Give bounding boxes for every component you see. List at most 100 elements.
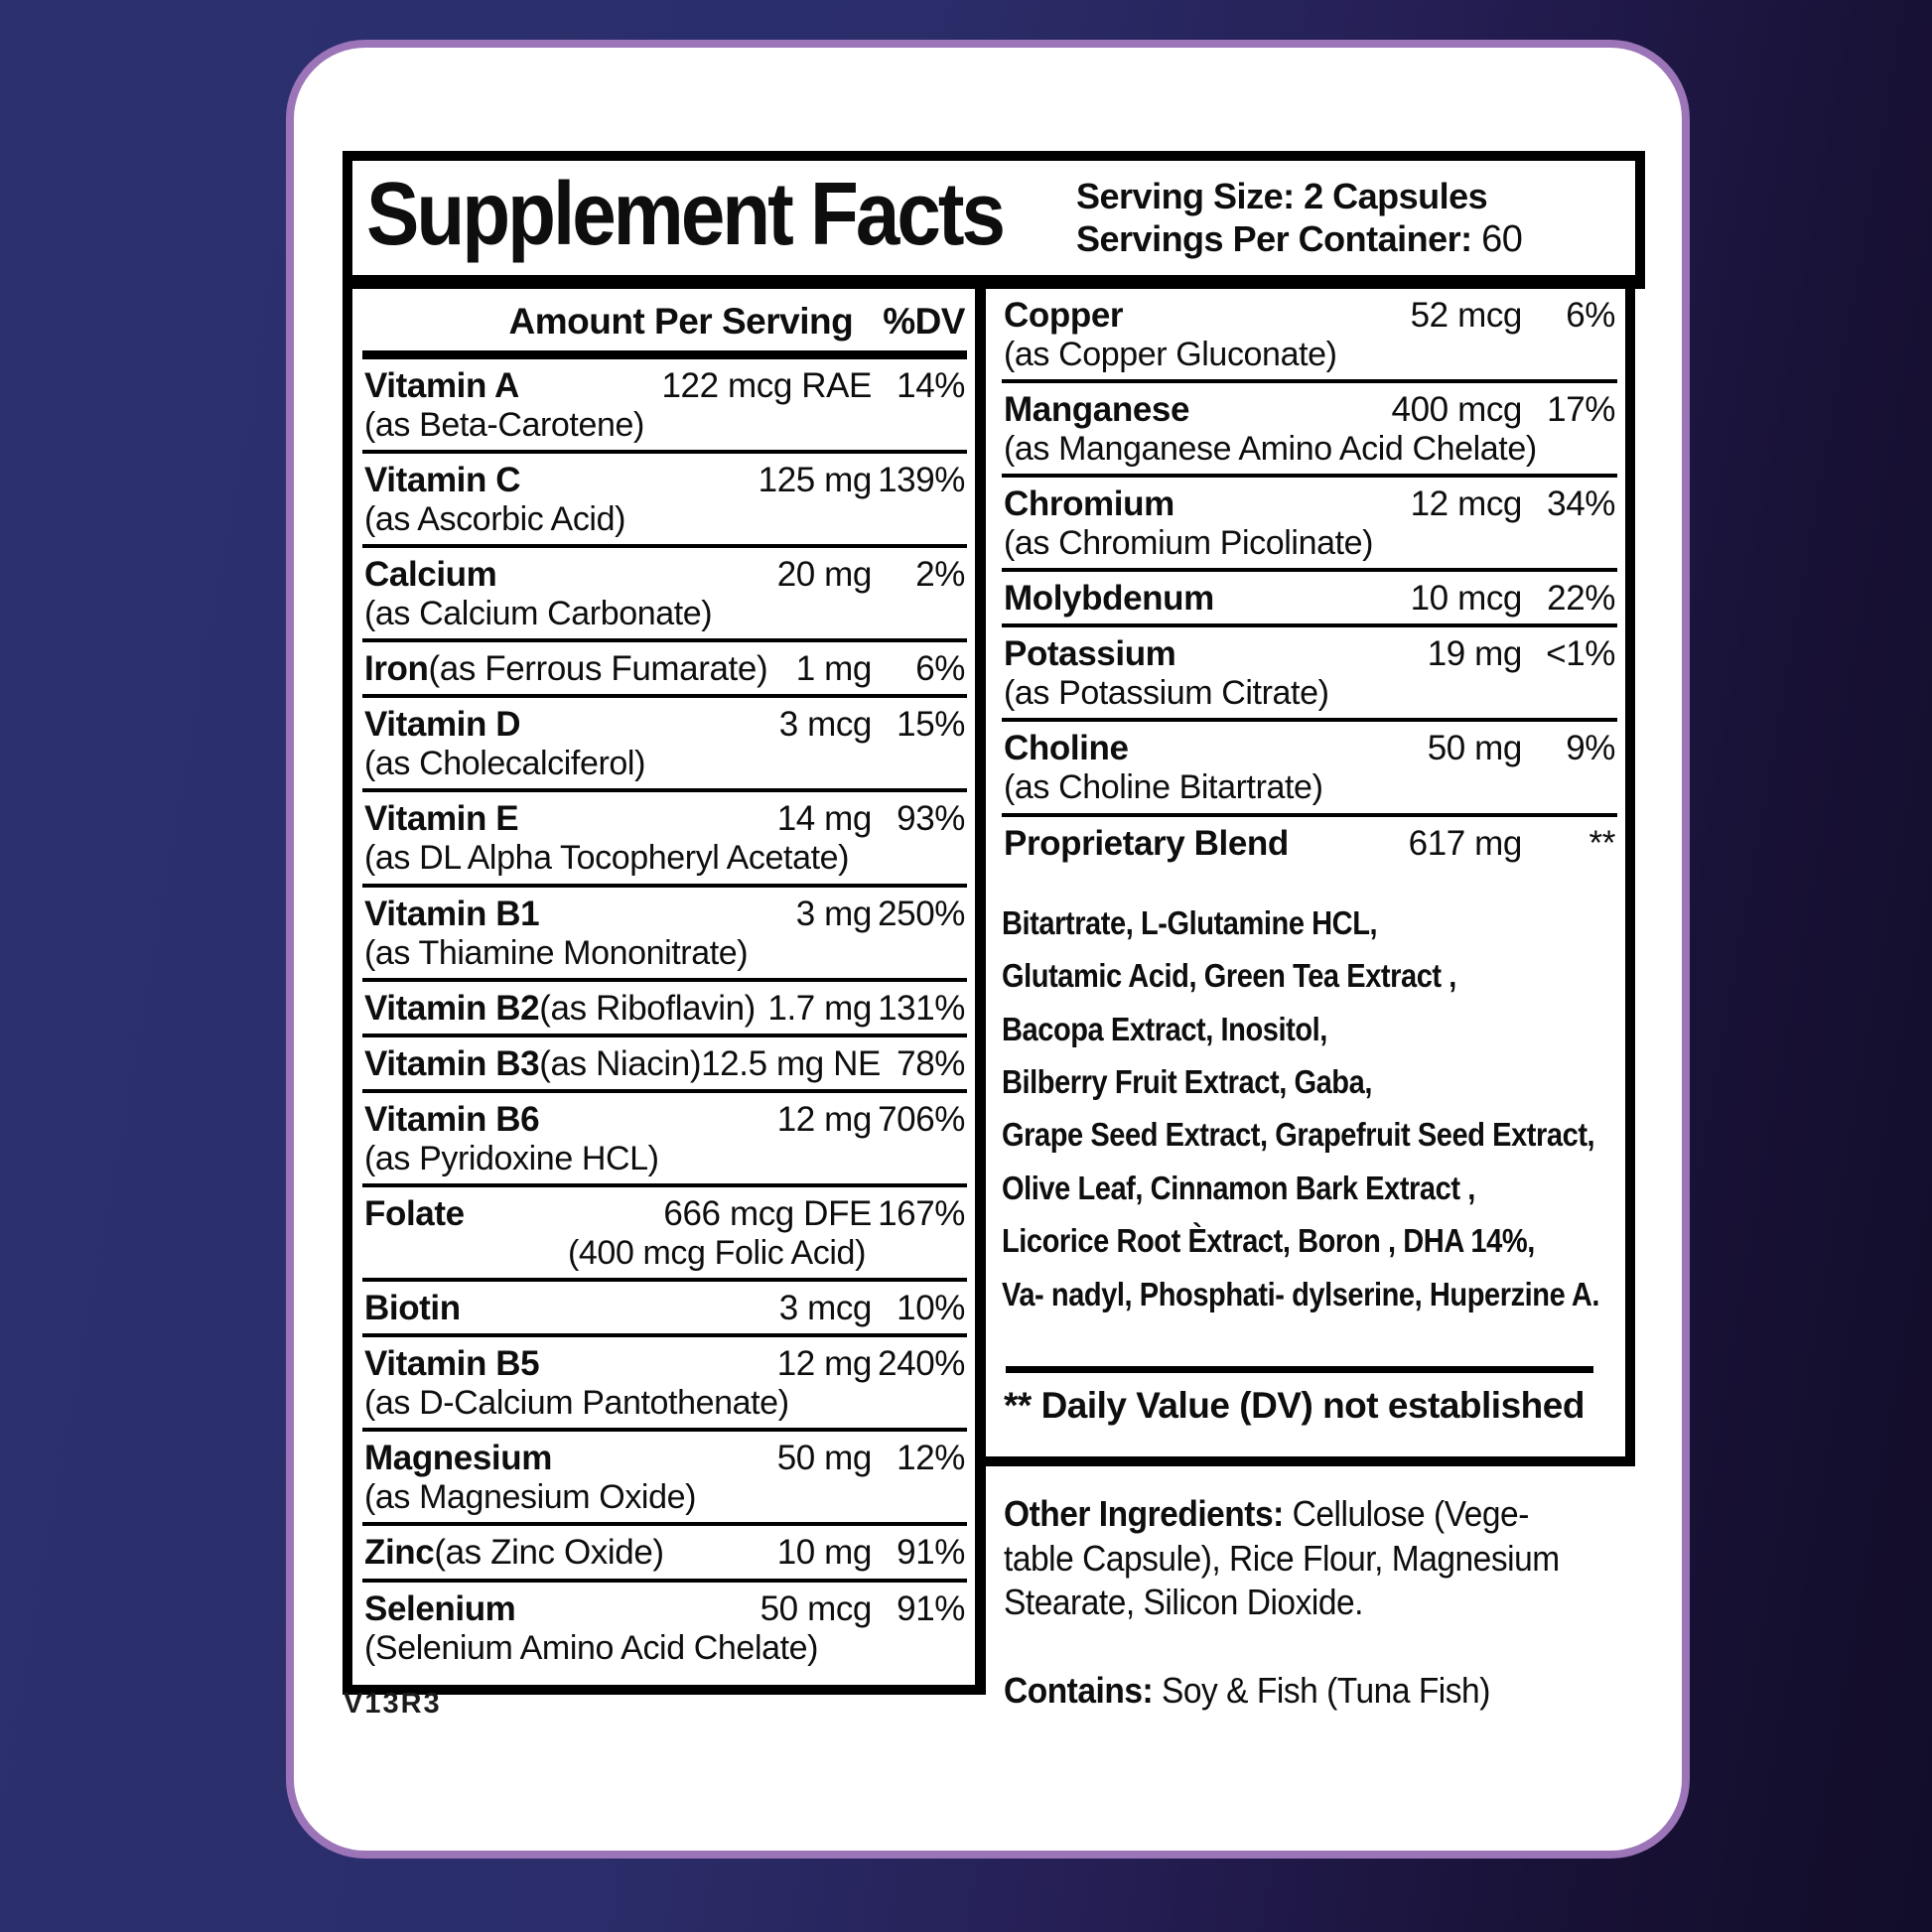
blend-ingredient-line: Bacopa Extract, Inositol,	[1002, 1010, 1327, 1047]
nutrient-row: Potassium 19 mg <1% (as Potassium Citrate)	[1002, 623, 1617, 718]
nutrient-dv: 93%	[897, 799, 965, 839]
nutrient-amount: 1.7 mg	[767, 988, 872, 1028]
nutrient-dv: 91%	[897, 1588, 965, 1628]
nutrient-row: Vitamin B2 (as Riboflavin) 1.7 mg 131%	[362, 977, 967, 1034]
divider-rule	[1006, 1366, 1593, 1374]
nutrient-source: (as Calcium Carbonate)	[364, 595, 713, 633]
nutrient-amount: 52 mcg	[1410, 295, 1523, 335]
nutrient-row: Vitamin B3 (as Niacin) 12.5 mg NE 78%	[362, 1033, 967, 1089]
column-header: Amount Per Serving %DV	[362, 289, 967, 359]
nutrient-name-suffix: (as Zinc Oxide)	[434, 1533, 664, 1573]
nutrient-dv: 91%	[897, 1533, 965, 1573]
proprietary-blend-ingredients: Bitartrate, L-Glutamine HCL, Glutamic Aci…	[1002, 897, 1617, 1321]
nutrient-dv: 139%	[878, 460, 965, 499]
other-ingredients-line: Other Ingredients: Cellulose (Vege-	[1004, 1493, 1529, 1535]
serving-info: Serving Size: 2 Capsules Servings Per Co…	[1076, 175, 1617, 263]
nutrient-dv: 131%	[878, 988, 965, 1028]
nutrient-amount: 10 mcg	[1410, 579, 1523, 619]
nutrient-source: (as DL Alpha Tocopheryl Acetate)	[364, 839, 850, 878]
nutrient-rows-left: Vitamin A 122 mcg RAE 14% (as Beta-Carotene…	[362, 359, 967, 1673]
other-ingredients: Other Ingredients: Cellulose (Vege- tabl…	[1004, 1492, 1631, 1625]
nutrient-row: Vitamin E 14 mg 93% (as DL Alpha Tocopheryl…	[362, 788, 967, 883]
nutrient-dv: 6%	[915, 649, 965, 689]
nutrient-amount: 617 mg	[1408, 823, 1523, 863]
nutrient-row: Manganese 400 mcg 17% (as Manganese Amino A…	[1002, 378, 1617, 474]
nutrient-name: Choline	[1004, 729, 1129, 768]
nutrient-source: (as Manganese Amino Acid Chelate)	[1004, 430, 1537, 468]
nutrient-name: Manganese	[1004, 389, 1190, 429]
nutrient-amount: 50 mcg	[759, 1588, 873, 1628]
blend-ingredient-line: Va- nadyl, Phosphati- dylserine, Huperzi…	[1002, 1275, 1600, 1312]
nutrient-dv: 250%	[878, 894, 965, 933]
nutrient-row: Selenium 50 mcg 91% (Selenium Amino Acid Ch…	[362, 1578, 967, 1673]
nutrient-name-suffix: (as Niacin)	[539, 1043, 702, 1083]
nutrient-amount: 3 mcg	[778, 705, 873, 745]
nutrient-amount: 12 mcg	[1410, 484, 1523, 524]
nutrient-dv: 17%	[1547, 389, 1615, 429]
nutrient-name: Vitamin B5	[364, 1344, 540, 1384]
nutrient-amount: 12 mg	[776, 1344, 873, 1384]
nutrient-amount: 12.5 mg NE	[701, 1043, 881, 1083]
nutrient-amount: 400 mcg	[1391, 389, 1523, 429]
nutrient-row: Copper 52 mcg 6% (as Copper Gluconate)	[1002, 289, 1617, 379]
nutrient-row: Zinc (as Zinc Oxide) 10 mg 91%	[362, 1522, 967, 1578]
nutrient-dv: 22%	[1547, 579, 1615, 619]
nutrient-dv: 12%	[897, 1439, 965, 1478]
nutrient-name: Potassium	[1004, 634, 1176, 674]
nutrient-source: (Selenium Amino Acid Chelate)	[364, 1628, 819, 1667]
nutrient-dv: 10%	[897, 1289, 965, 1328]
nutrient-source: (400 mcg Folic Acid)	[568, 1234, 866, 1273]
nutrient-dv: 9%	[1566, 729, 1615, 768]
facts-body: Amount Per Serving %DV Vitamin A 122 mcg …	[343, 288, 1645, 1714]
nutrient-dv: 167%	[878, 1193, 965, 1233]
nutrient-name: Folate	[364, 1193, 465, 1233]
nutrient-name: Chromium	[1004, 484, 1174, 524]
nutrient-name: Vitamin C	[364, 460, 521, 499]
nutrient-name: Vitamin B1	[364, 894, 540, 933]
nutrient-row: Magnesium 50 mg 12% (as Magnesium Oxide)	[362, 1428, 967, 1522]
nutrient-amount: 50 mg	[1427, 729, 1523, 768]
nutrient-name: Magnesium	[364, 1439, 552, 1478]
nutrient-name: Vitamin E	[364, 799, 519, 839]
nutrient-name: Vitamin B2	[364, 988, 540, 1028]
nutrient-row: Vitamin B5 12 mg 240% (as D-Calcium Pantoth…	[362, 1333, 967, 1428]
blend-ingredient-line: Olive Leaf, Cinnamon Bark Extract ,	[1002, 1169, 1475, 1206]
nutrient-dv: **	[1588, 823, 1616, 863]
nutrient-row: Molybdenum 10 mcg 22%	[1002, 568, 1617, 623]
facts-header: Supplement Facts Serving Size: 2 Capsule…	[343, 151, 1645, 289]
contains-allergens: Contains: Soy & Fish (Tuna Fish)	[1004, 1670, 1490, 1712]
nutrient-amount: 3 mcg	[778, 1289, 873, 1328]
nutrient-dv: 14%	[897, 365, 965, 405]
nutrient-row: Proprietary Blend 617 mg **	[1002, 812, 1617, 869]
nutrient-source: (as D-Calcium Pantothenate)	[364, 1384, 789, 1423]
dv-header: %DV	[883, 300, 965, 342]
nutrient-dv: 240%	[878, 1344, 965, 1384]
nutrient-name: Vitamin B3	[364, 1043, 540, 1083]
nutrient-source: (as Choline Bitartrate)	[1004, 768, 1323, 807]
other-ingredients-line: table Capsule), Rice Flour, Magnesium	[1004, 1537, 1560, 1579]
nutrient-source: (as Chromium Picolinate)	[1004, 524, 1374, 563]
blend-ingredient-line: Glutamic Acid, Green Tea Extract ,	[1002, 957, 1456, 995]
nutrient-row: Vitamin A 122 mcg RAE 14% (as Beta-Carotene…	[362, 359, 967, 450]
nutrient-name: Calcium	[364, 555, 497, 595]
nutrient-source: (as Beta-Carotene)	[364, 405, 644, 444]
nutrient-amount: 10 mg	[776, 1533, 873, 1573]
nutrient-amount: 122 mcg RAE	[661, 365, 872, 405]
nutrient-row: Chromium 12 mcg 34% (as Chromium Picolinate…	[1002, 474, 1617, 568]
nutrient-name-suffix: (as Riboflavin)	[539, 988, 756, 1028]
servings-per-container-line: Servings Per Container: 60	[1076, 218, 1523, 261]
facts-right-column: Copper 52 mcg 6% (as Copper Gluconate) Manga…	[986, 288, 1635, 1714]
other-ingredients-line: Stearate, Silicon Dioxide.	[1004, 1582, 1363, 1623]
version-code: V13R3	[344, 1688, 442, 1720]
nutrient-row: Iron (as Ferrous Fumarate) 1 mg 6%	[362, 638, 967, 694]
nutrient-source: (as Copper Gluconate)	[1004, 335, 1337, 373]
nutrient-amount: 50 mg	[776, 1439, 873, 1478]
nutrient-amount: 19 mg	[1427, 634, 1523, 674]
nutrient-row: Vitamin D 3 mcg 15% (as Cholecalciferol)	[362, 694, 967, 788]
nutrient-source: (as Magnesium Oxide)	[364, 1478, 697, 1517]
nutrient-row: Vitamin B6 12 mg 706% (as Pyridoxine HCL)	[362, 1088, 967, 1183]
nutrient-name-suffix: (as Ferrous Fumarate)	[428, 649, 768, 689]
nutrient-amount: 20 mg	[776, 555, 873, 595]
nutrient-name: Vitamin A	[364, 365, 519, 405]
